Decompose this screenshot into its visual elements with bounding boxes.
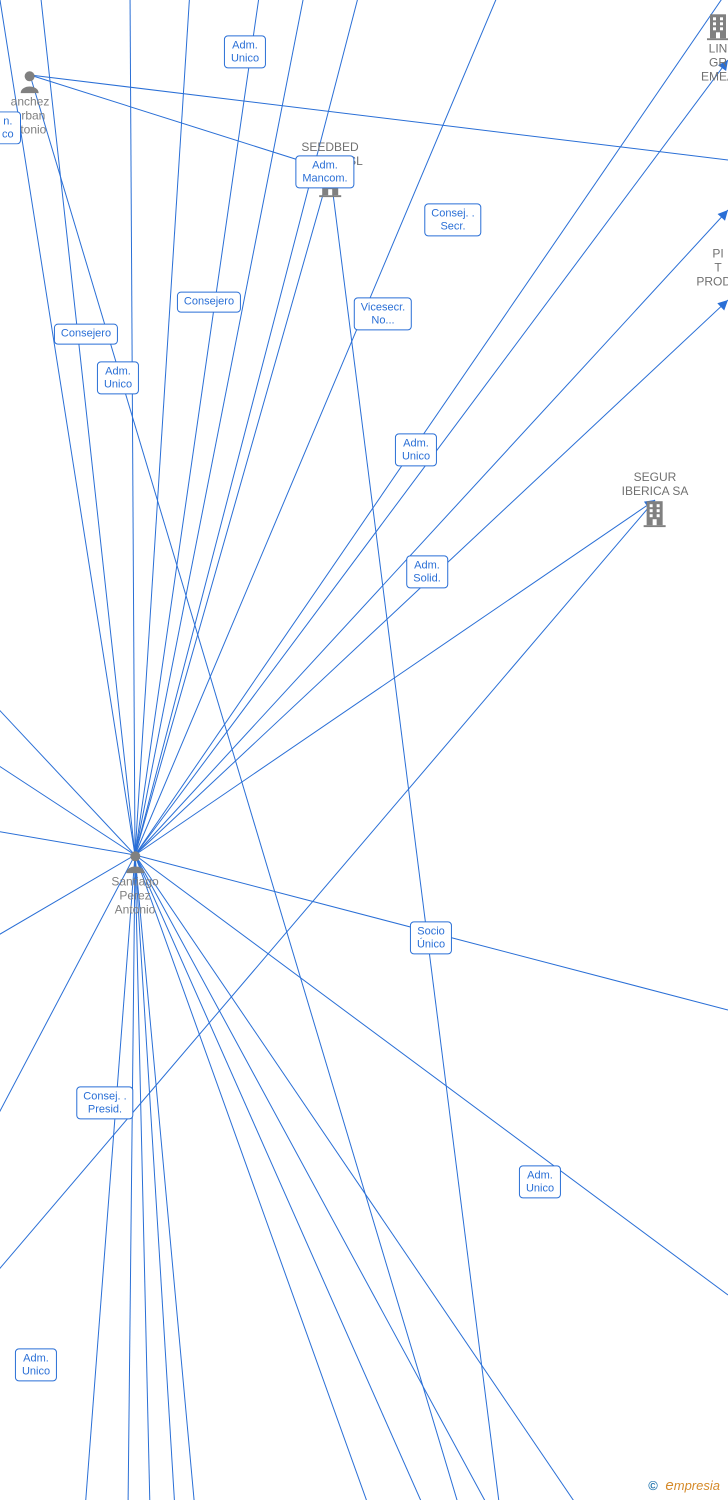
edge-role-label[interactable]: Adm. Mancom. [295,155,354,188]
edge-role-label[interactable]: Consejero [177,292,241,313]
network-graph-svg [0,0,728,1500]
edge-role-label[interactable]: Adm. Unico [15,1348,57,1381]
node-produ[interactable]: PI T PRODU [696,247,728,288]
edge-role-label[interactable]: Consejero [54,324,118,345]
edge-role-label[interactable]: Adm. Unico [224,35,266,68]
edge-role-label[interactable]: Socio Único [410,921,452,954]
copyright-symbol: © [648,1478,658,1493]
node-label: SEGUR IBERICA SA [622,471,689,499]
edge-role-label[interactable]: Adm. Unico [395,433,437,466]
edge-role-label[interactable]: Adm. Unico [519,1165,561,1198]
node-label: LIN GR EMEA [701,42,728,83]
node-santiago[interactable]: Santiago Perez Antonio [111,849,158,916]
edge-role-label[interactable]: Consej. . Presid. [76,1086,133,1119]
node-segur[interactable]: SEGUR IBERICA SA [622,471,689,529]
building-icon [642,499,668,527]
edge-role-label[interactable]: Adm. Solid. [406,555,448,588]
building-icon [705,12,728,40]
person-icon [124,849,146,873]
person-icon [19,69,41,93]
watermark: © empresia [648,1477,720,1494]
edge-role-label[interactable]: Vicesecr. No... [354,297,412,330]
edge-role-label[interactable]: Consej. . Secr. [424,203,481,236]
node-label: Santiago Perez Antonio [111,875,158,916]
node-lingr[interactable]: LIN GR EMEA [701,12,728,83]
node-label: PI T PRODU [696,247,728,288]
edge-role-label[interactable]: Adm. Unico [97,361,139,394]
edge-role-label[interactable]: n. co [0,111,21,144]
